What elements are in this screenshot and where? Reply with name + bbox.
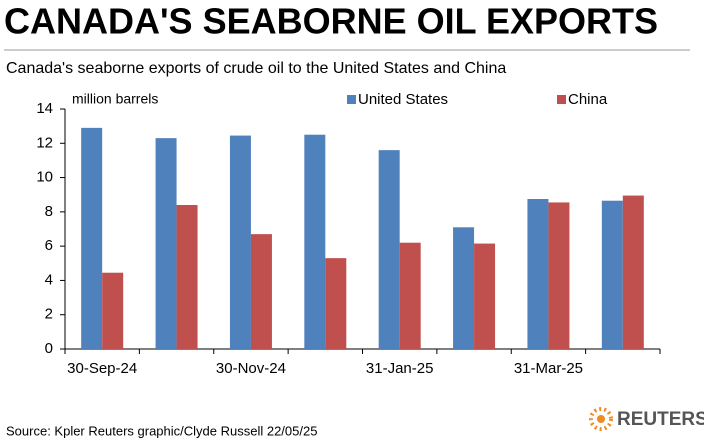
legend-swatch xyxy=(557,95,566,104)
legend-swatch xyxy=(347,95,356,104)
bar xyxy=(527,199,549,349)
y-tick-label: 12 xyxy=(36,134,53,151)
y-tick-label: 4 xyxy=(45,271,53,288)
bar xyxy=(81,127,103,349)
bar xyxy=(453,227,475,349)
y-axis-label: million barrels xyxy=(72,91,158,107)
y-tick-label: 6 xyxy=(45,237,53,254)
bar xyxy=(325,258,347,349)
legend-label: China xyxy=(568,91,608,108)
x-tick-label: 31-Jan-25 xyxy=(366,360,434,377)
subtitle: Canada's seaborne exports of crude oil t… xyxy=(6,60,506,77)
logo-mark xyxy=(589,407,613,431)
bar xyxy=(102,272,124,349)
bar xyxy=(399,242,421,349)
logo-text: REUTERS xyxy=(617,409,704,430)
chart-title: CANADA'S SEABORNE OIL EXPORTS xyxy=(4,1,658,42)
bar xyxy=(378,150,400,349)
y-tick-label: 2 xyxy=(45,306,53,323)
bar xyxy=(229,135,251,349)
bar xyxy=(304,134,326,349)
bar xyxy=(474,243,496,349)
y-tick-label: 8 xyxy=(45,203,53,220)
bar xyxy=(176,205,198,349)
x-tick-label: 30-Sep-24 xyxy=(67,360,137,377)
legend-label: United States xyxy=(358,91,448,108)
bar xyxy=(601,200,623,349)
source: Source: Kpler Reuters graphic/Clyde Russ… xyxy=(6,423,317,438)
bar xyxy=(548,202,570,349)
y-tick-label: 0 xyxy=(45,340,53,357)
bar xyxy=(155,138,177,349)
x-tick-label: 31-Mar-25 xyxy=(514,360,583,377)
y-tick-label: 14 xyxy=(36,100,53,117)
bar xyxy=(622,195,644,349)
y-tick-label: 10 xyxy=(36,169,53,186)
x-tick-label: 30-Nov-24 xyxy=(216,360,286,377)
bar xyxy=(250,234,272,349)
